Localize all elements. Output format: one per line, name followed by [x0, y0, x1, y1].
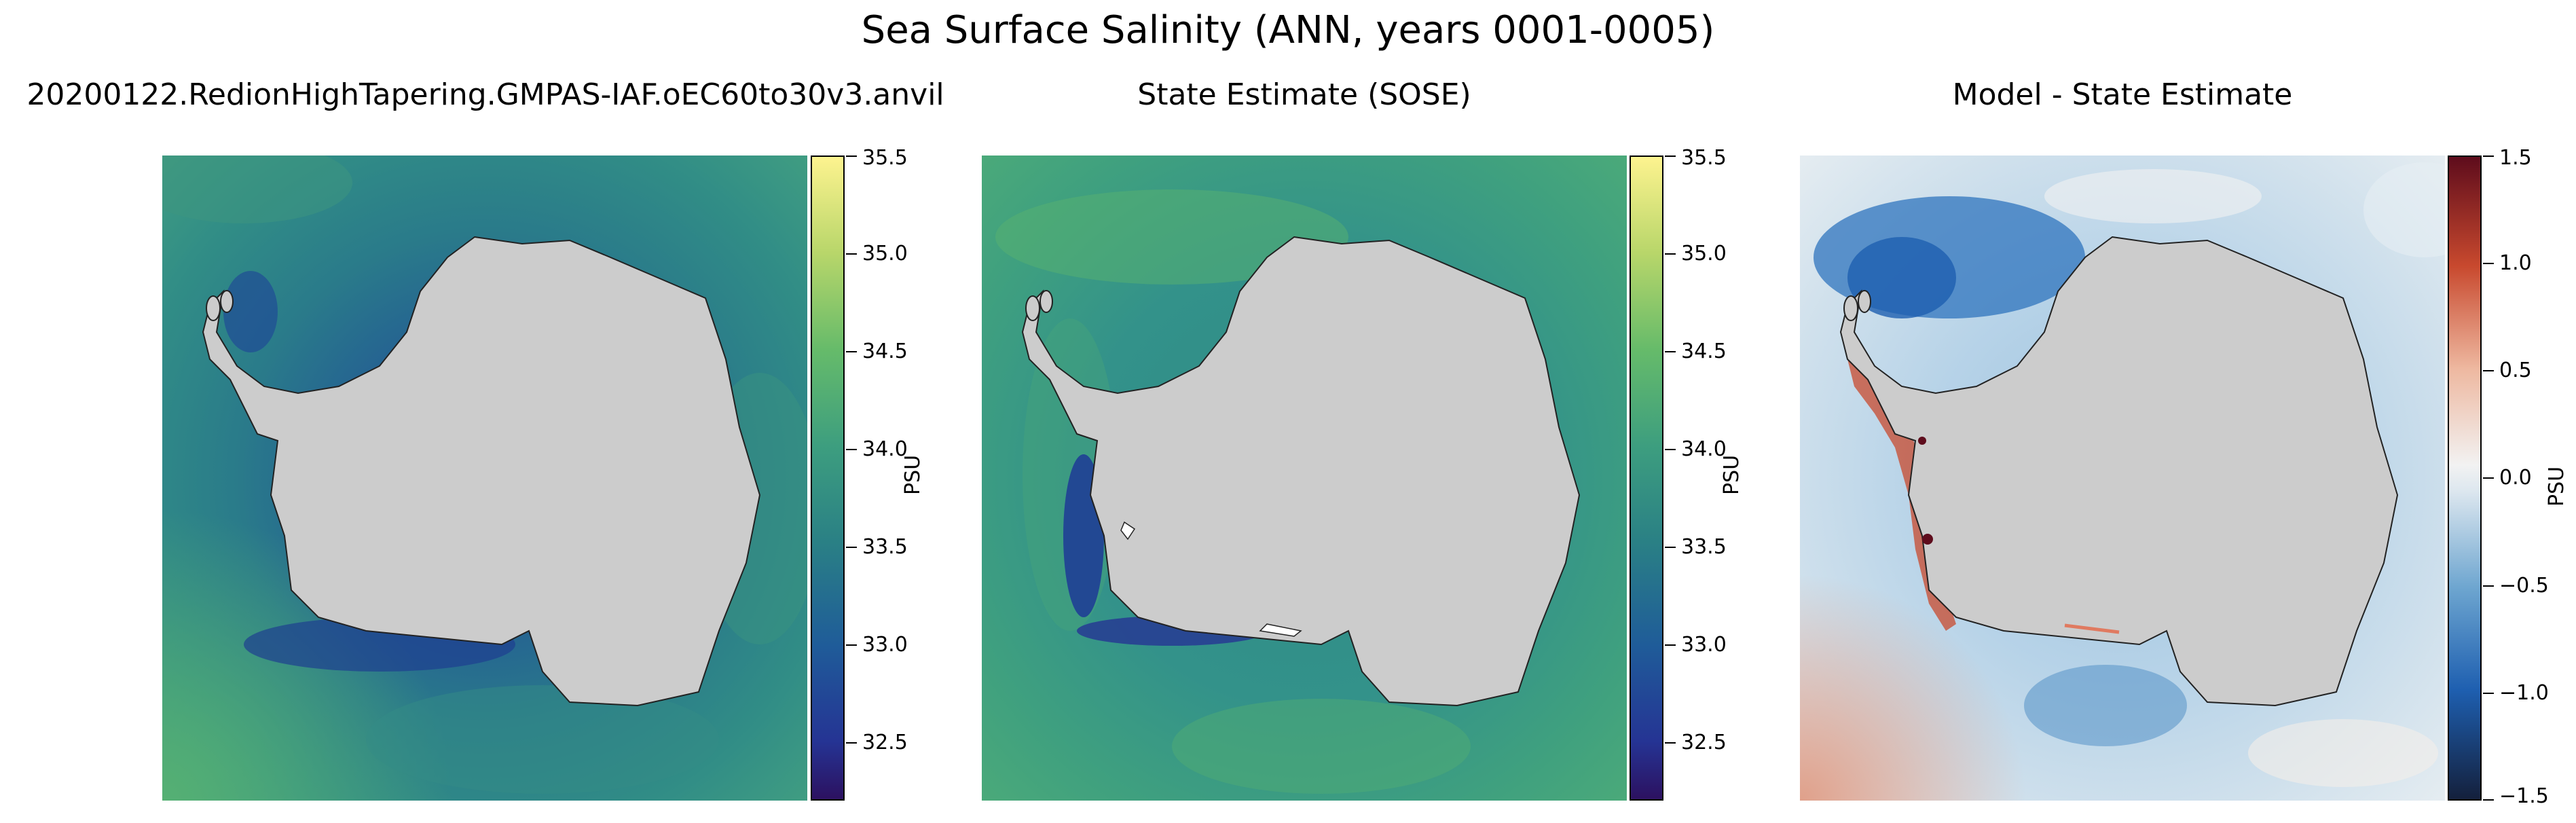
colorbar-3-axis: −1.5 −1.0 −0.5 0.0 0.5 1.0 1.5 PSU — [2448, 147, 2576, 808]
tick-mark — [846, 742, 857, 744]
tick-mark — [1665, 644, 1676, 646]
tick-label: 32.5 — [1681, 731, 1727, 754]
tick-mark — [2483, 799, 2494, 801]
map-panel-difference — [1800, 156, 2445, 801]
tick-mark — [846, 547, 857, 548]
colorbar-label: PSU — [901, 454, 925, 495]
tick-label: 32.5 — [862, 731, 908, 754]
colorbar-panel-2 — [1630, 156, 1663, 801]
tick-mark — [846, 156, 857, 157]
tick-mark — [1665, 156, 1676, 157]
tick-label: 35.0 — [862, 242, 908, 266]
tick-label: −0.5 — [2499, 574, 2549, 598]
antarctica-landmass — [1839, 236, 2399, 707]
panel-2-title: State Estimate (SOSE) — [1137, 77, 1471, 112]
tick-mark — [846, 644, 857, 646]
tick-label: 34.5 — [862, 340, 908, 363]
tick-mark — [2483, 156, 2494, 157]
antarctica-landmass — [202, 236, 761, 707]
tick-label: 1.0 — [2499, 251, 2532, 275]
tick-mark — [1665, 449, 1676, 450]
tick-label: −1.5 — [2499, 784, 2549, 808]
tick-label: 35.0 — [1681, 242, 1727, 266]
tick-mark — [1665, 547, 1676, 548]
tick-mark — [846, 449, 857, 450]
tick-mark — [1665, 351, 1676, 352]
colorbar-panel-3 — [2448, 156, 2482, 801]
tick-label: 0.5 — [2499, 359, 2532, 382]
colorbar-2-axis: 32.5 33.0 33.5 34.0 34.5 35.0 35.5 PSU — [1630, 147, 1765, 801]
panel-3-title: Model - State Estimate — [1952, 77, 2293, 112]
tick-label: 33.0 — [1681, 633, 1727, 657]
tick-mark — [846, 351, 857, 352]
tick-mark — [846, 253, 857, 255]
map-panel-model — [162, 156, 807, 801]
tick-label: 33.5 — [1681, 535, 1727, 559]
tick-mark — [2483, 263, 2494, 264]
tick-mark — [2483, 370, 2494, 371]
tick-label: 34.0 — [862, 437, 908, 461]
tick-mark — [1665, 253, 1676, 255]
tick-label: 0.0 — [2499, 466, 2532, 490]
colorbar-label: PSU — [2545, 466, 2569, 507]
tick-mark — [2483, 693, 2494, 694]
tick-mark — [1665, 742, 1676, 744]
tick-mark — [2483, 477, 2494, 479]
tick-label: −1.0 — [2499, 681, 2549, 705]
tick-label: 1.5 — [2499, 146, 2532, 170]
tick-label: 35.5 — [862, 146, 908, 170]
tick-label: 33.0 — [862, 633, 908, 657]
tick-label: 34.5 — [1681, 340, 1727, 363]
colorbar-label: PSU — [1720, 454, 1744, 495]
colorbar-panel-1 — [811, 156, 845, 801]
map-panel-sose — [982, 156, 1627, 801]
figure-title: Sea Surface Salinity (ANN, years 0001-00… — [861, 8, 1715, 52]
antarctica-landmass — [1021, 236, 1581, 707]
tick-mark — [2483, 585, 2494, 587]
tick-label: 34.0 — [1681, 437, 1727, 461]
tick-label: 35.5 — [1681, 146, 1727, 170]
colorbar-1-axis: 32.5 33.0 33.5 34.0 34.5 35.0 35.5 PSU — [811, 147, 946, 801]
tick-label: 33.5 — [862, 535, 908, 559]
panel-1-title: 20200122.RedionHighTapering.GMPAS-IAF.oE… — [26, 77, 944, 112]
